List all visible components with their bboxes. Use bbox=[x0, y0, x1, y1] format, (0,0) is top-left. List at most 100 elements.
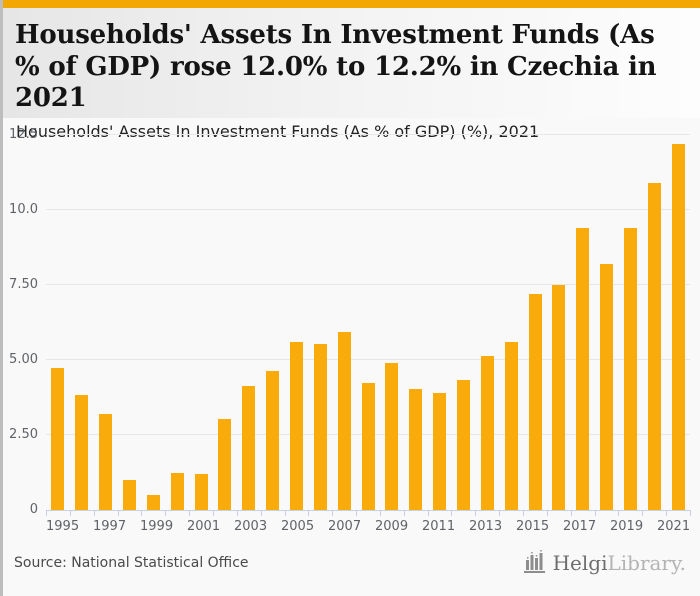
bar-2017 bbox=[576, 228, 590, 510]
x-tick-1 bbox=[69, 510, 71, 516]
helgi-library-logo[interactable]: HelgiLibrary. bbox=[523, 548, 686, 578]
bar-2001 bbox=[194, 474, 208, 510]
x-tick-3 bbox=[117, 510, 119, 516]
x-tick-label-2014 bbox=[502, 519, 516, 537]
x-tick-label-2015: 2015 bbox=[516, 519, 550, 534]
x-tick-15 bbox=[403, 510, 405, 516]
bar-1998 bbox=[123, 480, 136, 510]
bar-2011 bbox=[433, 393, 447, 510]
x-tick-label-2017: 2017 bbox=[563, 519, 597, 534]
x-labels: 1995 1997 1999 2001 2003 2005 2007 2009 2011 2013… bbox=[46, 519, 690, 537]
bar-2012 bbox=[457, 379, 471, 510]
bar-slot-1995 bbox=[46, 135, 70, 510]
x-tick-8 bbox=[236, 510, 238, 516]
x-tick-17 bbox=[451, 510, 453, 516]
x-tick-19 bbox=[499, 510, 501, 516]
x-tick-label-2011: 2011 bbox=[422, 519, 456, 534]
bar-slot-2018 bbox=[595, 135, 619, 510]
gridline-12.5 bbox=[46, 134, 690, 135]
gridline-10.0 bbox=[46, 209, 690, 210]
bar-slot-2014 bbox=[499, 135, 523, 510]
bar-2020 bbox=[647, 183, 661, 510]
x-tick-label-2019: 2019 bbox=[610, 519, 644, 534]
bar-slot-2011 bbox=[428, 135, 452, 510]
x-tick-label-2001: 2001 bbox=[187, 519, 221, 534]
x-tick-2 bbox=[93, 510, 95, 516]
y-tick-label-10.0: 10.0 bbox=[9, 202, 38, 217]
bar-2002 bbox=[218, 418, 232, 510]
x-tick-16 bbox=[427, 510, 429, 516]
y-tick-label-12.5: 12.5 bbox=[9, 127, 38, 142]
y-axis-labels: 0 2.50 5.00 7.50 10.0 12.5 bbox=[0, 127, 38, 517]
bar-2008 bbox=[361, 382, 375, 510]
bar-slot-2013 bbox=[475, 135, 499, 510]
bar-2018 bbox=[600, 264, 614, 510]
x-tick-label-2005: 2005 bbox=[281, 519, 315, 534]
bar-slot-2003 bbox=[237, 135, 261, 510]
x-tick-20 bbox=[523, 510, 525, 516]
x-tick-label-1997: 1997 bbox=[93, 519, 127, 534]
page-subtitle: Households' Assets In Investment Funds (… bbox=[16, 122, 540, 142]
x-tick-label-2006 bbox=[314, 519, 328, 537]
bar-slot-2020 bbox=[642, 135, 666, 510]
bar-slot-1999 bbox=[141, 135, 165, 510]
y-tick-label-2.50: 2.50 bbox=[9, 427, 38, 442]
bar-2013 bbox=[480, 355, 494, 510]
logo-text: HelgiLibrary. bbox=[553, 553, 686, 573]
x-tick-0 bbox=[46, 510, 47, 516]
bar-2007 bbox=[337, 331, 351, 510]
y-tick-label-7.50: 7.50 bbox=[9, 277, 38, 292]
bar-2003 bbox=[242, 385, 256, 510]
bar-2000 bbox=[170, 472, 184, 510]
bar-slot-2002 bbox=[213, 135, 237, 510]
x-tick-22 bbox=[570, 510, 572, 516]
gridline-5.00 bbox=[46, 359, 690, 360]
bar-1997 bbox=[99, 414, 113, 510]
x-tick-label-2003: 2003 bbox=[234, 519, 268, 534]
x-tick-label-2016 bbox=[549, 519, 563, 537]
x-tick-label-2007: 2007 bbox=[328, 519, 362, 534]
plot-area bbox=[46, 134, 690, 511]
x-axis-line bbox=[46, 510, 690, 511]
x-tick-18 bbox=[475, 510, 477, 516]
bar-1995 bbox=[51, 367, 65, 510]
bar-slot-2017 bbox=[571, 135, 595, 510]
bar-slot-2021 bbox=[666, 135, 690, 510]
bar-2004 bbox=[266, 370, 280, 510]
bar-2010 bbox=[409, 388, 423, 510]
y-tick-label-0: 0 bbox=[29, 502, 38, 517]
x-tick-14 bbox=[379, 510, 381, 516]
x-tick-label-2018 bbox=[596, 519, 610, 537]
bar-2016 bbox=[552, 285, 566, 510]
x-tick-5 bbox=[165, 510, 167, 516]
x-tick-label-2009: 2009 bbox=[375, 519, 409, 534]
x-tick-4 bbox=[141, 510, 143, 516]
header: Households' Assets In Investment Funds (… bbox=[3, 8, 700, 141]
x-tick-label-1998 bbox=[126, 519, 140, 537]
source-text: Source: National Statistical Office bbox=[14, 555, 249, 571]
x-tick-27 bbox=[690, 510, 691, 516]
bar-slot-2005 bbox=[285, 135, 309, 510]
x-tick-label-2008 bbox=[361, 519, 375, 537]
x-tick-13 bbox=[356, 510, 358, 516]
bar-slot-2008 bbox=[356, 135, 380, 510]
bar-slot-1997 bbox=[94, 135, 118, 510]
x-tick-21 bbox=[546, 510, 548, 516]
bar-2019 bbox=[624, 228, 638, 510]
footer: Source: National Statistical Office bbox=[3, 538, 700, 596]
bar-slot-2015 bbox=[523, 135, 547, 510]
bar-slot-1996 bbox=[70, 135, 94, 510]
bar-chart: 0 2.50 5.00 7.50 10.0 12.5 1995 1997 1999 2001 20… bbox=[0, 118, 700, 538]
x-tick-label-2004 bbox=[267, 519, 281, 537]
bar-2014 bbox=[504, 342, 518, 510]
bar-2021 bbox=[671, 144, 685, 510]
bar-slot-2000 bbox=[165, 135, 189, 510]
bar-2006 bbox=[313, 343, 327, 510]
x-tick-6 bbox=[189, 510, 191, 516]
x-tick-label-1996 bbox=[79, 519, 93, 537]
x-tick-11 bbox=[308, 510, 310, 516]
x-tick-label-2010 bbox=[408, 519, 422, 537]
x-tick-12 bbox=[332, 510, 334, 516]
bars bbox=[46, 135, 690, 510]
